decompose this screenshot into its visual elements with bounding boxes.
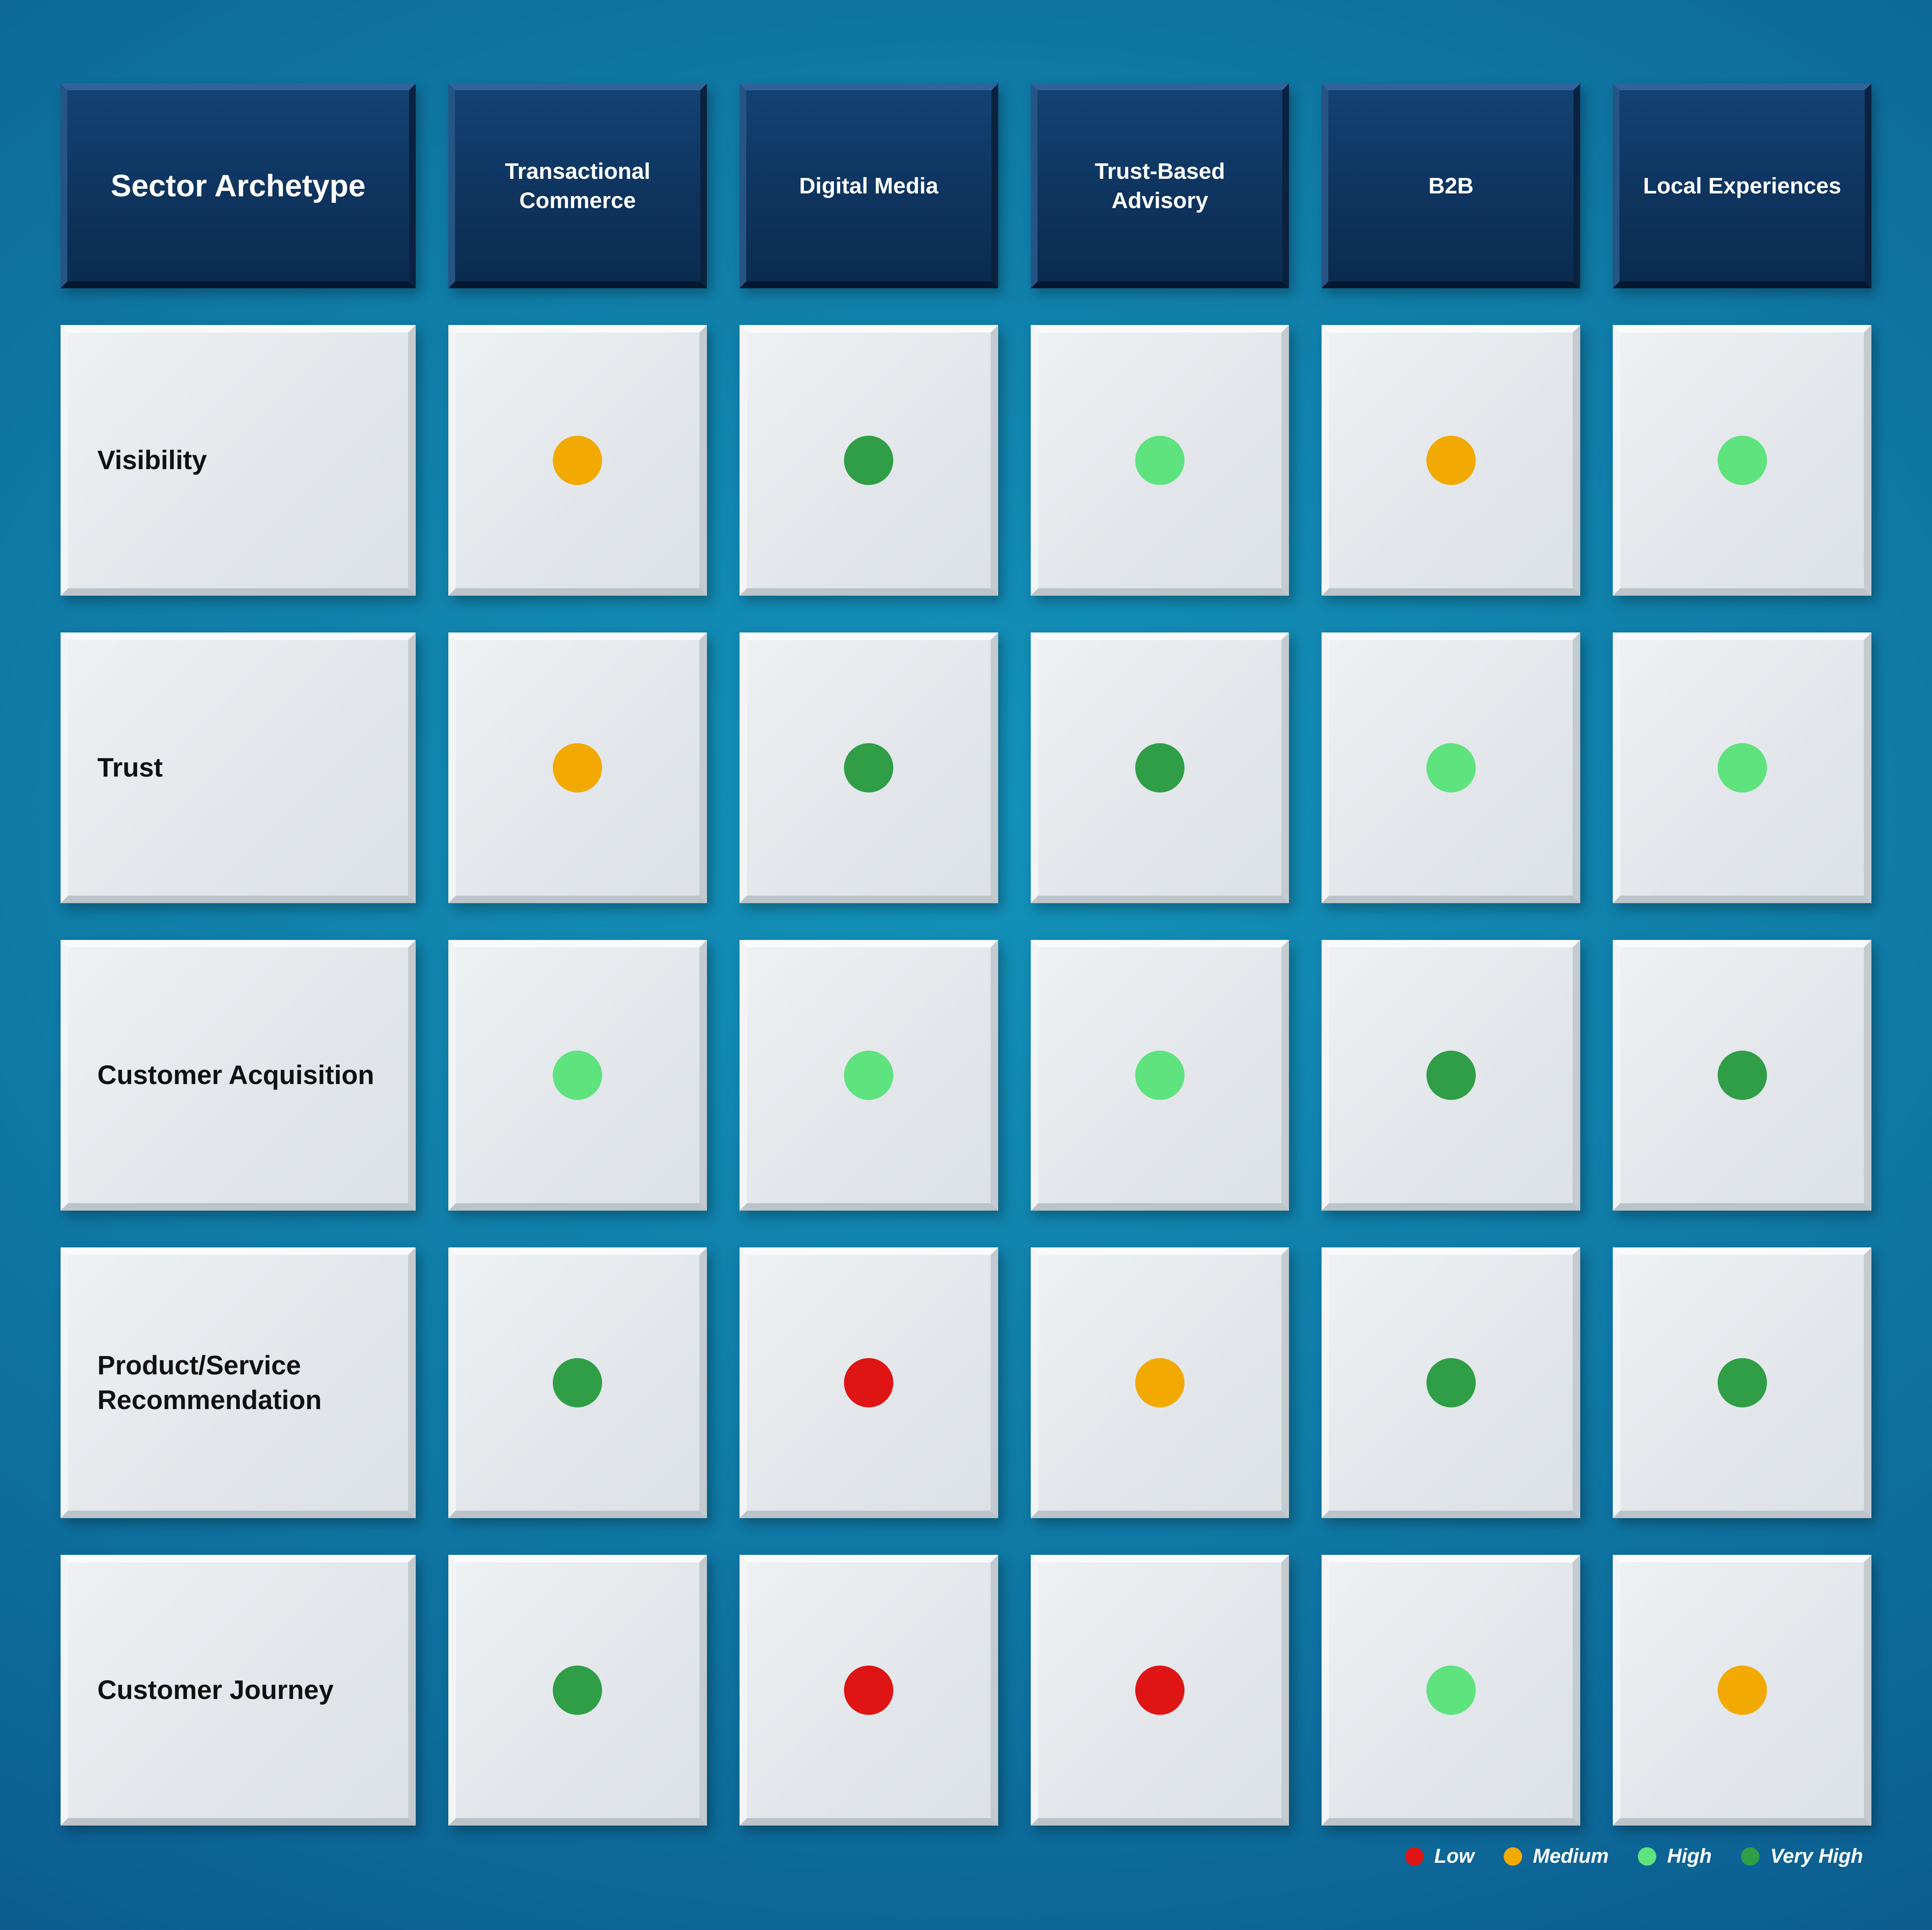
rating-dot xyxy=(1426,1051,1476,1100)
row-header-customer-journey: Customer Journey xyxy=(61,1555,416,1826)
legend-label-low: Low xyxy=(1434,1845,1474,1867)
rating-dot xyxy=(844,1666,894,1715)
row-header-product-service-recommendation: Product/Service Recommendation xyxy=(61,1247,416,1518)
matrix-cell xyxy=(1613,940,1871,1211)
rating-dot xyxy=(844,436,894,485)
matrix-cell xyxy=(1030,325,1289,596)
matrix-cell xyxy=(1030,940,1289,1211)
legend-dot-very-high xyxy=(1741,1847,1759,1866)
rating-dot xyxy=(1426,1666,1476,1715)
column-header-label: Transactional Commerce xyxy=(505,158,651,213)
legend-item-very-high: Very High xyxy=(1741,1845,1863,1868)
rating-matrix: Sector Archetype Transactional Commerce … xyxy=(61,84,1871,1826)
matrix-cell xyxy=(1030,1555,1289,1826)
corner-header-label: Sector Archetype xyxy=(110,168,366,203)
rating-dot xyxy=(1135,743,1185,792)
row-header-trust: Trust xyxy=(61,632,416,903)
row-header-label: Trust xyxy=(97,752,163,783)
rating-dot xyxy=(1135,1666,1185,1715)
matrix-cell xyxy=(1322,632,1581,903)
legend-item-medium: Medium xyxy=(1503,1845,1609,1868)
matrix-cell xyxy=(448,940,707,1211)
legend-dot-high xyxy=(1638,1847,1657,1866)
column-header-label: Trust-Based Advisory xyxy=(1094,158,1225,213)
row-header-label: Visibility xyxy=(97,445,207,475)
rating-dot xyxy=(1426,743,1476,792)
matrix-cell xyxy=(1030,632,1289,903)
column-header-trust-based-advisory: Trust-Based Advisory xyxy=(1030,84,1289,288)
row-header-visibility: Visibility xyxy=(61,325,416,596)
rating-dot xyxy=(1135,1051,1185,1100)
row-header-label: Product/Service Recommendation xyxy=(97,1350,322,1415)
matrix-cell xyxy=(739,1555,998,1826)
matrix-cell xyxy=(448,1247,707,1518)
matrix-cell xyxy=(739,940,998,1211)
legend-label-very-high: Very High xyxy=(1770,1845,1863,1867)
rating-dot xyxy=(1717,1051,1767,1100)
legend-item-high: High xyxy=(1638,1845,1712,1868)
matrix-cell xyxy=(448,632,707,903)
matrix-cell xyxy=(1322,325,1581,596)
legend: Low Medium High Very High xyxy=(61,1845,1871,1868)
rating-dot xyxy=(1135,1358,1185,1407)
row-header-label: Customer Acquisition xyxy=(97,1060,374,1090)
rating-dot xyxy=(553,1051,602,1100)
rating-dot xyxy=(844,1051,894,1100)
column-header-label: B2B xyxy=(1428,173,1474,198)
matrix-corner-header: Sector Archetype xyxy=(61,84,416,288)
rating-dot xyxy=(1717,743,1767,792)
legend-item-low: Low xyxy=(1405,1845,1474,1868)
row-header-customer-acquisition: Customer Acquisition xyxy=(61,940,416,1211)
rating-dot xyxy=(844,743,894,792)
matrix-cell xyxy=(1322,1555,1581,1826)
legend-dot-medium xyxy=(1503,1847,1522,1866)
matrix-cell xyxy=(448,1555,707,1826)
matrix-cell xyxy=(739,1247,998,1518)
legend-label-high: High xyxy=(1667,1845,1712,1867)
row-header-label: Customer Journey xyxy=(97,1675,334,1705)
legend-dot-low xyxy=(1405,1847,1424,1866)
column-header-local-experiences: Local Experiences xyxy=(1613,84,1871,288)
rating-dot xyxy=(1717,436,1767,485)
rating-dot xyxy=(553,743,602,792)
matrix-cell xyxy=(1613,1247,1871,1518)
rating-dot xyxy=(1717,1358,1767,1407)
rating-dot xyxy=(553,1666,602,1715)
matrix-cell xyxy=(739,325,998,596)
rating-dot xyxy=(553,436,602,485)
matrix-cell xyxy=(1030,1247,1289,1518)
matrix-cell xyxy=(739,632,998,903)
matrix-cell xyxy=(1613,632,1871,903)
matrix-cell xyxy=(1322,1247,1581,1518)
column-header-b2b: B2B xyxy=(1322,84,1581,288)
rating-dot xyxy=(1717,1666,1767,1715)
column-header-label: Local Experiences xyxy=(1643,173,1841,198)
matrix-cell xyxy=(1322,940,1581,1211)
rating-dot xyxy=(1426,1358,1476,1407)
rating-dot xyxy=(1135,436,1185,485)
matrix-cell xyxy=(1613,325,1871,596)
column-header-transactional-commerce: Transactional Commerce xyxy=(448,84,707,288)
matrix-cell xyxy=(448,325,707,596)
legend-label-medium: Medium xyxy=(1533,1845,1609,1867)
rating-dot xyxy=(1426,436,1476,485)
column-header-label: Digital Media xyxy=(799,173,938,198)
rating-dot xyxy=(844,1358,894,1407)
matrix-cell xyxy=(1613,1555,1871,1826)
column-header-digital-media: Digital Media xyxy=(739,84,998,288)
rating-dot xyxy=(553,1358,602,1407)
